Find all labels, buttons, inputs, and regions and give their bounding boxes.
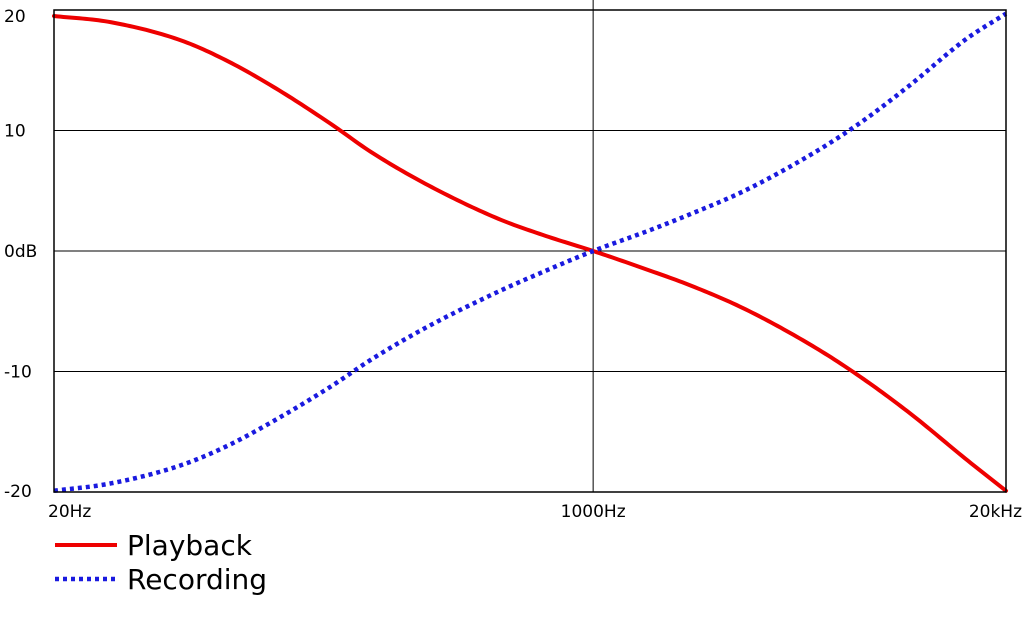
x-tick-label: 20Hz <box>48 502 91 522</box>
series-line-recording <box>53 11 1008 494</box>
plot-frame <box>53 9 1007 493</box>
y-tick-label: 20 <box>4 7 26 27</box>
y-tick-label: -20 <box>4 482 32 502</box>
x-tick-label: 20kHz <box>969 502 1022 522</box>
y-tick-label: -10 <box>4 363 32 383</box>
y-tick-label: 10 <box>4 122 26 142</box>
legend-label-playback: Playback <box>127 529 253 562</box>
tick-labels: 20 10 0dB -10 -20 20Hz 1000Hz 20kHz <box>4 7 1022 522</box>
series-layer <box>52 11 1008 494</box>
legend-label-recording: Recording <box>127 563 267 596</box>
grid <box>53 0 1007 493</box>
x-tick-label: 1000Hz <box>561 502 626 522</box>
y-tick-label: 0dB <box>4 242 37 262</box>
series-line-playback <box>52 14 1008 493</box>
